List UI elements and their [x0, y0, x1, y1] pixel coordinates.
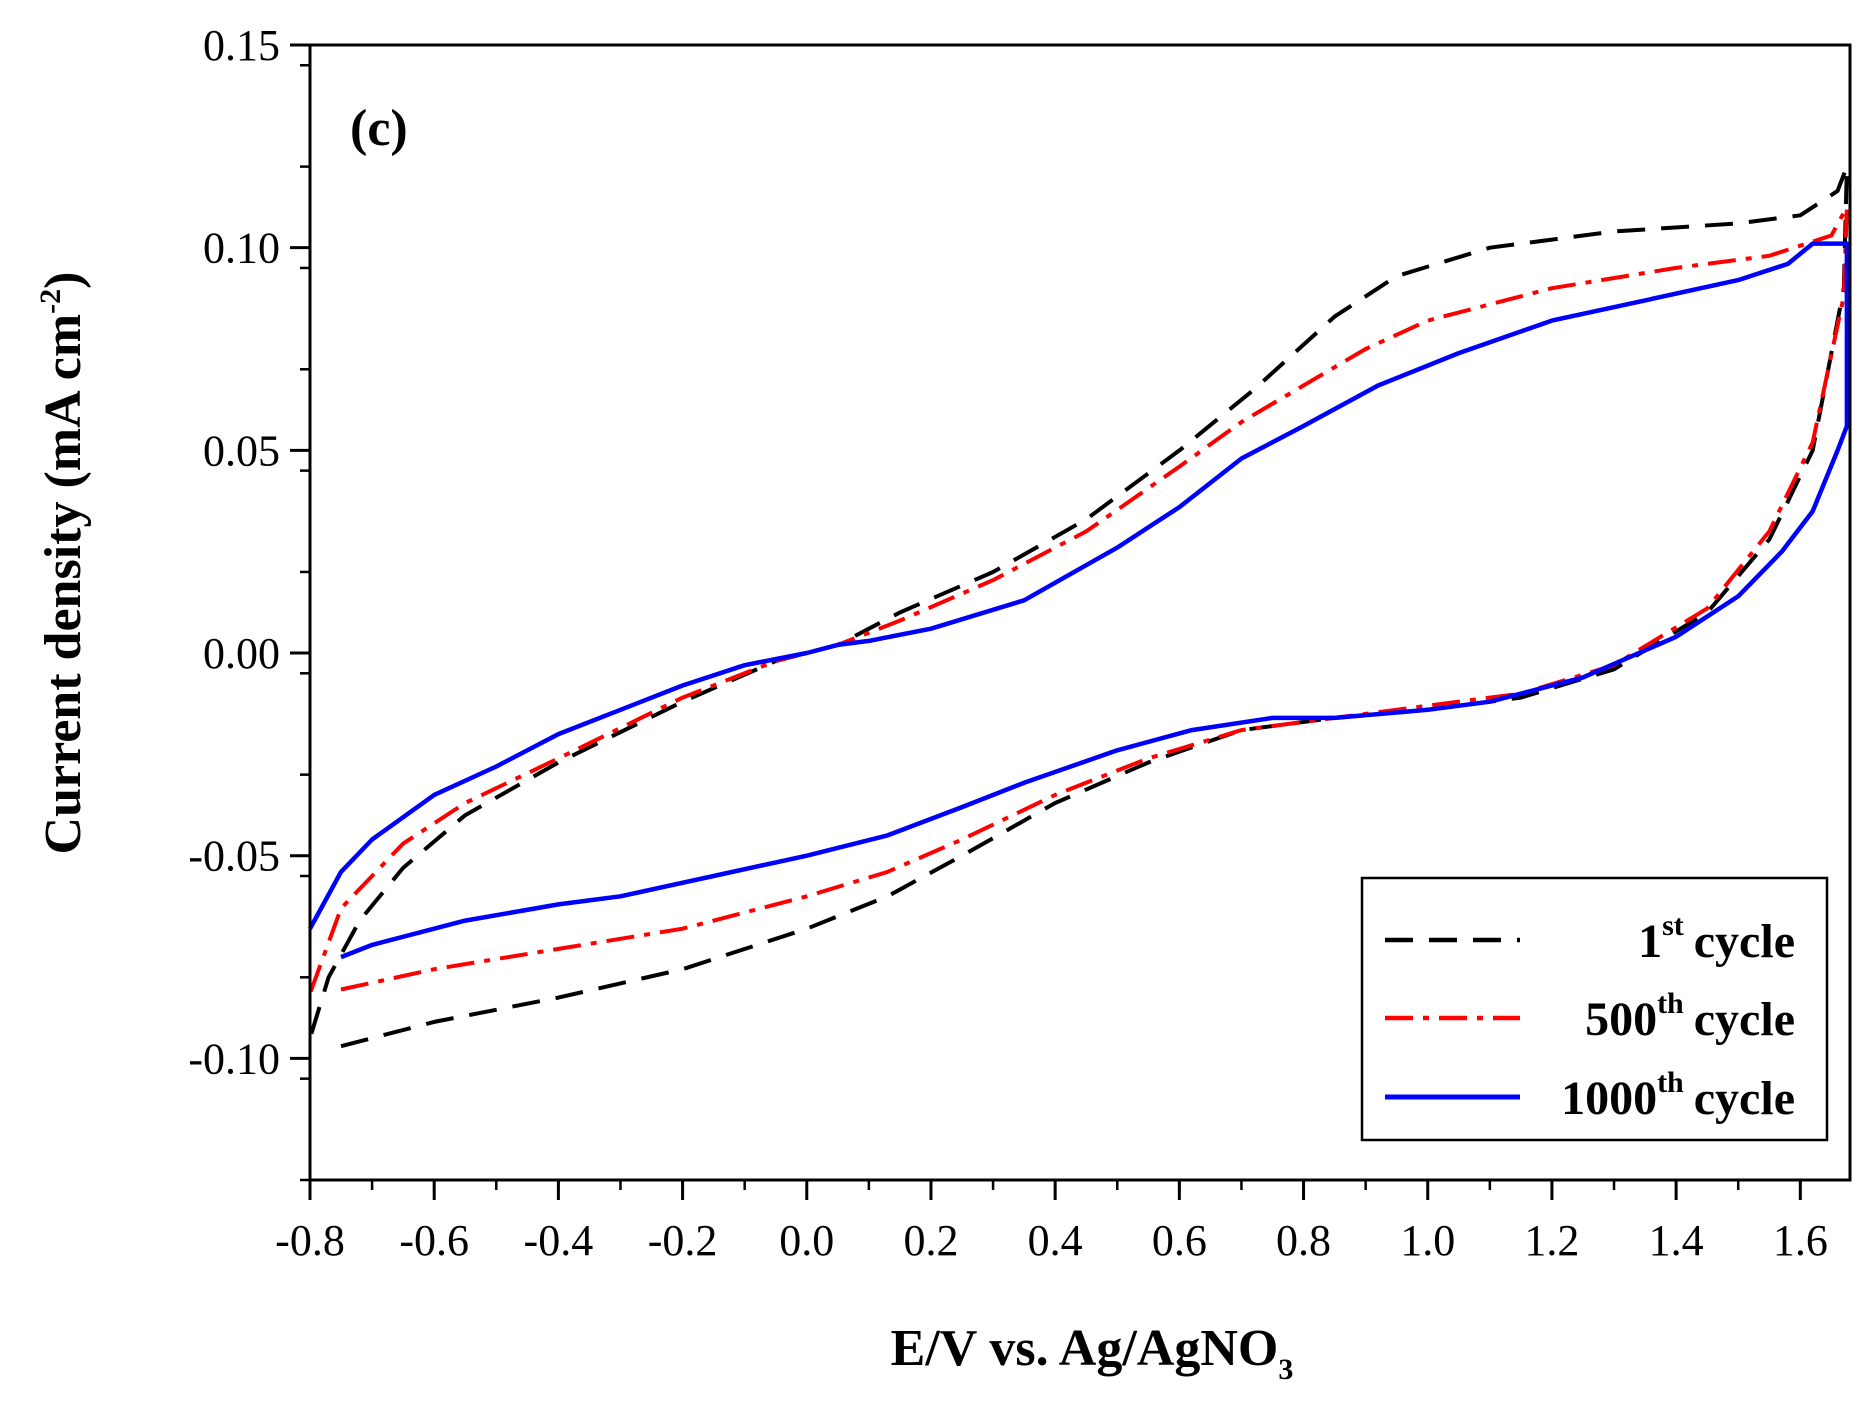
- y-axis-title-superscript: -2: [34, 289, 67, 314]
- legend-1000th-word: cycle: [1694, 1072, 1795, 1125]
- x-tick-label: 1.2: [1524, 1216, 1579, 1265]
- x-axis-title-main: E/V vs. Ag/AgNO: [891, 1320, 1279, 1377]
- x-tick-label: 0.4: [1028, 1216, 1083, 1265]
- x-tick-label: -0.4: [524, 1216, 594, 1265]
- legend-1st-word: cycle: [1694, 915, 1795, 968]
- x-tick-label: 1.6: [1773, 1216, 1828, 1265]
- legend: 1st cycle 500th cycle 1000th cycle: [1360, 876, 1829, 1142]
- y-tick-label: -0.05: [188, 832, 280, 881]
- x-tick-label: 0.8: [1276, 1216, 1331, 1265]
- legend-label-500th: 500th cycle: [1585, 987, 1795, 1046]
- legend-500th-sup: th: [1657, 987, 1684, 1020]
- y-tick-label: 0.05: [203, 426, 280, 475]
- legend-1st-num: 1: [1638, 915, 1662, 968]
- x-tick-label: -0.2: [648, 1216, 718, 1265]
- plot-frame: [308, 43, 1852, 1182]
- x-tick-label: -0.6: [399, 1216, 469, 1265]
- y-axis-title-end: ): [35, 272, 92, 289]
- series-layer: [308, 164, 1850, 1049]
- legend-1000th-num: 1000: [1561, 1072, 1657, 1125]
- y-tick-label: 0.00: [203, 629, 280, 678]
- x-tick-label: 1.0: [1400, 1216, 1455, 1265]
- x-tick-labels: -0.8 -0.6 -0.4 -0.2 0.0 0.2 0.4 0.6 0.8 1.0 1.2 1.4…: [275, 1216, 1828, 1265]
- legend-1st-sup: st: [1662, 909, 1684, 942]
- y-axis-title-main: Current density (mA cm: [35, 314, 92, 855]
- y-tick-label: 0.10: [203, 224, 280, 273]
- y-axis-title: Current density (mA cm-2): [34, 272, 92, 855]
- legend-500th-num: 500: [1585, 993, 1657, 1046]
- y-tick-label: -0.10: [188, 1034, 280, 1083]
- x-axis-title: E/V vs. Ag/AgNO3: [891, 1320, 1294, 1386]
- x-tick-label: 0.0: [779, 1216, 834, 1265]
- x-axis-title-subscript: 3: [1278, 1353, 1293, 1386]
- series-line-1st: [308, 164, 1849, 1049]
- x-tick-label: -0.8: [275, 1216, 345, 1265]
- legend-label-1st: 1st cycle: [1638, 909, 1795, 968]
- series-line-1000th: [308, 241, 1850, 960]
- legend-500th-word: cycle: [1694, 993, 1795, 1046]
- legend-1000th-sup: th: [1657, 1066, 1684, 1099]
- y-tick-label: 0.15: [203, 21, 280, 70]
- panel-label: (c): [350, 100, 408, 157]
- series-line-500th: [308, 205, 1849, 995]
- x-tick-label: 1.4: [1649, 1216, 1704, 1265]
- y-tick-labels: 0.15 0.10 0.05 0.00 -0.05 -0.10: [188, 21, 280, 1083]
- major-ticks: [290, 43, 1802, 1200]
- x-tick-label: 0.2: [903, 1216, 958, 1265]
- legend-label-1000th: 1000th cycle: [1561, 1066, 1795, 1125]
- x-tick-label: 0.6: [1152, 1216, 1207, 1265]
